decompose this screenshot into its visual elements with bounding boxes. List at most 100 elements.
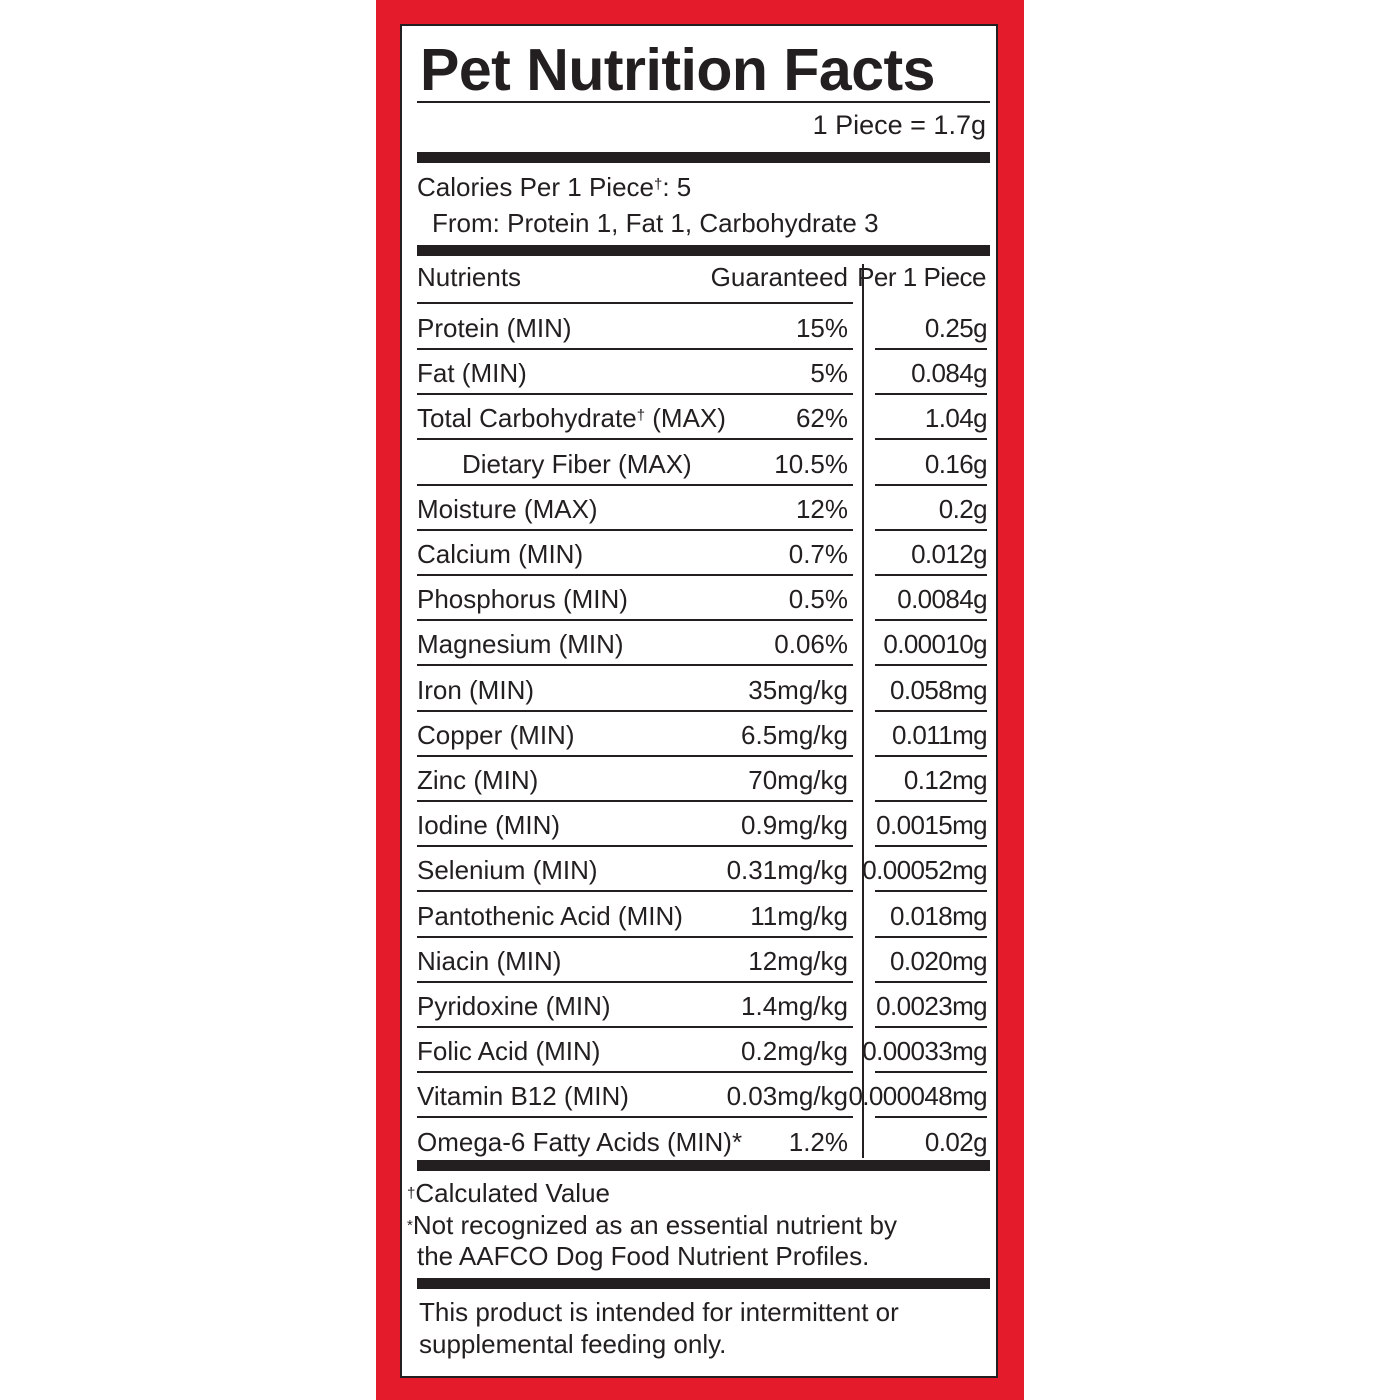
nutrient-name-text: Fat (MIN) [417, 358, 527, 388]
table-row: Zinc (MIN) 70mg/kg 0.12mg [417, 757, 990, 802]
title-rule [417, 101, 990, 103]
table-row: Niacin (MIN) 12mg/kg 0.020mg [417, 938, 990, 983]
nutrient-name-text: Iron (MIN) [417, 675, 534, 705]
row-rule-left [417, 529, 853, 531]
table-row: Vitamin B12 (MIN) 0.03mg/kg 0.000048mg [417, 1073, 990, 1118]
nutrient-name: Total Carbohydrate† (MAX) [417, 401, 726, 435]
nutrient-name: Folic Acid (MIN) [417, 1034, 600, 1068]
guaranteed-value: 12% [795, 494, 848, 524]
table-row: Moisture (MAX) 12% 0.2g [417, 486, 990, 531]
nutrient-name: Fat (MIN) [417, 356, 527, 390]
footnote-not-recognized: *Not recognized as an essential nutrient… [407, 1210, 897, 1241]
header-guaranteed: Guaranteed [710, 262, 848, 292]
nutrient-name-text: Pyridoxine (MIN) [417, 991, 611, 1021]
row-rule-left [417, 800, 853, 802]
guaranteed-value: 0.9mg/kg [741, 810, 848, 840]
nutrient-name-text: Niacin (MIN) [417, 946, 562, 976]
row-rule-left [417, 981, 853, 983]
header-per-piece: Per 1 Piece [857, 262, 986, 292]
row-rule-left [417, 1071, 853, 1073]
table-row: Calcium (MIN) 0.7% 0.012g [417, 531, 990, 576]
guaranteed-value: 11mg/kg [750, 901, 848, 931]
table-row: Copper (MIN) 6.5mg/kg 0.011mg [417, 712, 990, 757]
serving-size: 1 Piece = 1.7g [812, 110, 986, 140]
nutrient-name-text: Calcium (MIN) [417, 539, 584, 569]
calories-line: Calories Per 1 Piece†: 5 [417, 170, 691, 204]
row-rule-right [875, 755, 987, 757]
per-piece-value: 0.0015mg [876, 810, 987, 840]
table-row: Omega-6 Fatty Acids (MIN)* 1.2% 0.02g [417, 1119, 990, 1164]
table-row: Pyridoxine (MIN) 1.4mg/kg 0.0023mg [417, 983, 990, 1028]
per-piece-value: 0.00033mg [862, 1036, 987, 1066]
guaranteed-value: 0.31mg/kg [726, 855, 848, 885]
guaranteed-value: 62% [795, 403, 848, 433]
row-rule-right [875, 890, 987, 892]
feeding-line2: supplemental feeding only. [419, 1329, 727, 1359]
nutrient-name: Pyridoxine (MIN) [417, 989, 611, 1023]
calories-value: : 5 [662, 172, 692, 202]
row-rule-right [875, 710, 987, 712]
table-row: Phosphorus (MIN) 0.5% 0.0084g [417, 576, 990, 621]
table-row: Iodine (MIN) 0.9mg/kg 0.0015mg [417, 802, 990, 847]
footnote-star: * [407, 1217, 413, 1234]
table-row: Total Carbohydrate† (MAX) 62% 1.04g [417, 395, 990, 440]
nutrition-label: Pet Nutrition Facts 1 Piece = 1.7g Calor… [400, 24, 998, 1378]
row-rule-right [875, 845, 987, 847]
row-rule-left [417, 890, 853, 892]
row-rule-left [417, 393, 853, 395]
nutrient-name-text: Vitamin B12 (MIN) [417, 1081, 629, 1111]
per-piece-value: 0.16g [924, 449, 988, 479]
nutrient-name: Iodine (MIN) [417, 808, 560, 842]
nutrient-dagger: † [636, 407, 646, 424]
per-piece-value: 0.02g [924, 1127, 988, 1157]
per-piece-value: 1.04g [924, 403, 988, 433]
guaranteed-value: 0.5% [788, 584, 848, 614]
table-row: Iron (MIN) 35mg/kg 0.058mg [417, 667, 990, 712]
row-rule-right [875, 484, 987, 486]
nutrient-name-text: Iodine (MIN) [417, 810, 561, 840]
header-rule-left [417, 302, 853, 304]
nutrient-name: Protein (MIN) [417, 311, 572, 345]
footnote-star-line1: Not recognized as an essential nutrient … [412, 1210, 898, 1240]
nutrient-name: Selenium (MIN) [417, 853, 598, 887]
nutrient-name-text: Protein (MIN) [417, 313, 572, 343]
table-row: Fat (MIN) 5% 0.084g [417, 350, 990, 395]
per-piece-value: 0.0084g [897, 584, 987, 614]
row-rule-right [875, 438, 987, 440]
row-rule-right [875, 664, 987, 666]
nutrient-name: Copper (MIN) [417, 718, 574, 752]
per-piece-value: 0.00010g [883, 629, 987, 659]
row-rule-left [417, 936, 853, 938]
calories-label: Calories Per 1 Piece [417, 172, 654, 202]
guaranteed-value: 6.5mg/kg [741, 720, 848, 750]
row-rule-right [875, 1026, 987, 1028]
row-rule-right [875, 529, 987, 531]
calories-dagger: † [654, 176, 663, 193]
nutrient-name-text: Dietary Fiber (MAX) [462, 449, 692, 479]
guaranteed-value: 0.03mg/kg [726, 1081, 848, 1111]
nutrient-name: Magnesium (MIN) [417, 627, 624, 661]
per-piece-value: 0.000048mg [848, 1081, 987, 1111]
nutrient-qualifier: (MAX) [645, 403, 726, 433]
per-piece-value: 0.058mg [890, 675, 988, 705]
feeding-line1: This product is intended for intermitten… [419, 1297, 899, 1327]
table-row: Dietary Fiber (MAX) 10.5% 0.16g [417, 441, 990, 486]
row-rule-right [875, 1071, 987, 1073]
footnote-calculated: †Calculated Value [407, 1178, 610, 1209]
guaranteed-value: 10.5% [774, 449, 848, 479]
footnote-dagger-text: Calculated Value [415, 1178, 610, 1208]
thick-rule-footnotes [417, 1278, 990, 1289]
guaranteed-value: 5% [810, 358, 848, 388]
per-piece-value: 0.020mg [890, 946, 988, 976]
header-nutrients: Nutrients [417, 262, 522, 292]
table-row: Protein (MIN) 15% 0.25g [417, 305, 990, 350]
thick-rule-table-end [417, 1160, 990, 1171]
nutrient-name: Moisture (MAX) [417, 492, 598, 526]
nutrient-name-text: Phosphorus (MIN) [417, 584, 628, 614]
row-rule-left [417, 710, 853, 712]
nutrient-name: Calcium (MIN) [417, 537, 583, 571]
nutrient-name: Pantothenic Acid (MIN) [417, 899, 683, 933]
nutrient-name-text: Copper (MIN) [417, 720, 575, 750]
nutrient-name: Phosphorus (MIN) [417, 582, 628, 616]
table-row: Magnesium (MIN) 0.06% 0.00010g [417, 621, 990, 666]
